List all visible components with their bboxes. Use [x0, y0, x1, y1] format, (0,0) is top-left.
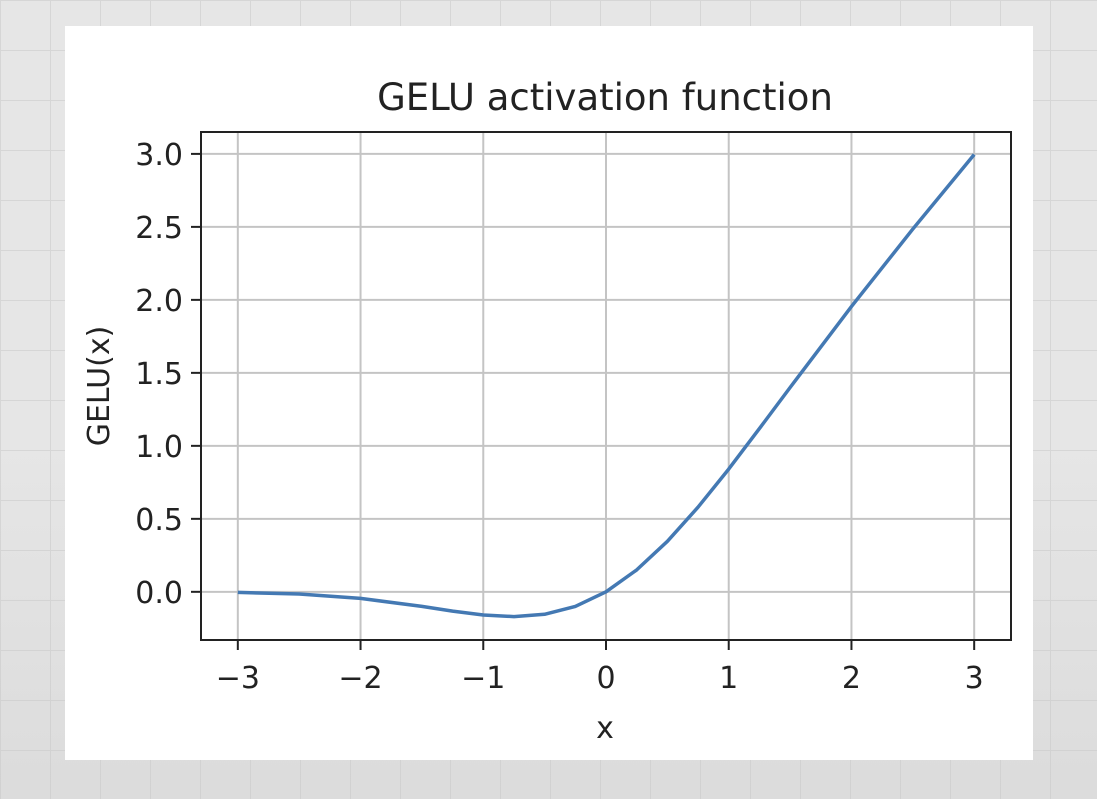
y-tick-label: 0.5 [135, 503, 183, 538]
chart-title: GELU activation function [377, 76, 833, 119]
x-tick-label: −1 [461, 661, 505, 696]
y-tick-label: 3.0 [135, 138, 183, 173]
y-tick-label: 2.0 [135, 284, 183, 319]
y-tick-label: 1.0 [135, 430, 183, 465]
gelu-curve [237, 153, 976, 619]
x-axis-label: x [596, 711, 614, 746]
y-axis-ticks: 0.0 0.5 1.0 1.5 2.0 2.5 3.0 [135, 138, 201, 611]
plot-lines [237, 153, 976, 619]
x-axis-ticks: −3 −2 −1 0 1 2 3 [216, 640, 984, 696]
y-axis-label: GELU(x) [82, 326, 117, 447]
x-tick-label: 2 [842, 661, 861, 696]
x-tick-label: 3 [965, 661, 984, 696]
grid-lines [201, 132, 1011, 640]
y-tick-label: 1.5 [135, 357, 183, 392]
y-tick-label: 0.0 [135, 576, 183, 611]
x-tick-label: 0 [596, 661, 615, 696]
y-tick-label: 2.5 [135, 211, 183, 246]
x-tick-label: 1 [719, 661, 738, 696]
x-tick-label: −2 [338, 661, 382, 696]
gelu-chart: GELU activation function −3 −2 −1 0 1 2 3 0.00… [82, 76, 1012, 746]
chart-card: GELU activation function −3 −2 −1 0 1 2 3 0.0 0… [65, 26, 1033, 760]
x-tick-label: −3 [216, 661, 260, 696]
